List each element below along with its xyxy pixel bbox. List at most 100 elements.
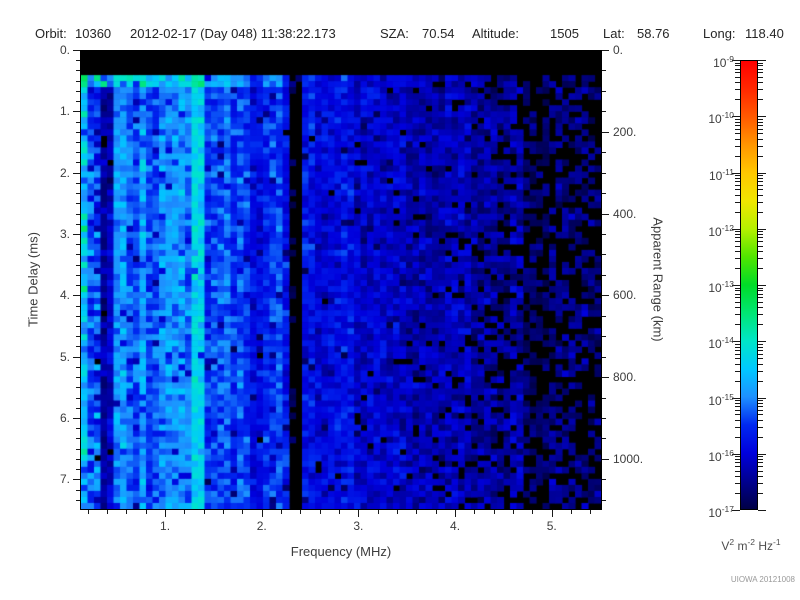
colorbar-minor-tick: [758, 89, 763, 91]
colorbar-minor-tick: [735, 483, 740, 485]
y-left-major-tick: [73, 50, 80, 51]
y-left-minor-tick: [76, 397, 80, 399]
colorbar-minor-tick: [758, 62, 763, 64]
colorbar-minor-tick: [735, 65, 740, 67]
colorbar-minor-tick: [758, 426, 763, 428]
y-left-minor-tick: [76, 336, 80, 338]
y-right-tick-label: 400.: [613, 206, 637, 221]
colorbar-minor-tick: [735, 68, 740, 70]
y-right-tick-label: 0.: [613, 43, 624, 57]
x-tick-label: 4.: [450, 519, 461, 533]
colorbar-minor-tick: [758, 241, 763, 243]
colorbar-minor-tick: [735, 184, 740, 186]
colorbar-units: V2 m-2 Hz-1: [721, 537, 781, 553]
y-left-minor-tick: [76, 469, 80, 471]
y-left-tick-label: 4.: [59, 288, 70, 303]
colorbar-minor-tick: [735, 400, 740, 402]
colorbar-major-tick: [758, 172, 766, 174]
colorbar-minor-tick: [735, 301, 740, 303]
colorbar-minor-tick: [758, 363, 763, 365]
x-minor-tick: [532, 510, 534, 514]
colorbar-major-tick: [758, 285, 766, 286]
orbit-label: Orbit:: [35, 26, 67, 41]
y-right-major-tick: [602, 295, 609, 297]
colorbar-minor-tick: [735, 268, 740, 270]
colorbar-minor-tick: [758, 99, 763, 101]
y-left-minor-tick: [76, 274, 80, 276]
colorbar-minor-tick: [758, 370, 763, 372]
plot-frame: [80, 50, 602, 510]
x-tick-label: 2.: [256, 519, 267, 533]
colorbar-minor-tick: [758, 128, 763, 130]
colorbar-minor-tick: [758, 406, 763, 408]
y-left-minor-tick: [76, 162, 80, 164]
y-right-major-tick: [602, 50, 609, 51]
y-left-minor-tick: [76, 438, 80, 440]
colorbar-minor-tick: [758, 268, 763, 270]
y-left-major-tick: [73, 111, 80, 113]
colorbar-minor-tick: [758, 181, 763, 183]
colorbar: [740, 60, 758, 510]
colorbar-tick-label: 10-13: [708, 279, 734, 295]
x-minor-tick: [107, 510, 109, 514]
x-minor-tick: [281, 510, 283, 514]
longitude-label: Long:: [703, 26, 736, 41]
y-left-minor-tick: [76, 121, 80, 123]
colorbar-minor-tick: [735, 145, 740, 147]
colorbar-minor-tick: [758, 118, 763, 120]
colorbar-minor-tick: [758, 293, 763, 295]
y-right-tick-label: 600.: [613, 288, 637, 303]
y-left-minor-tick: [76, 346, 80, 348]
colorbar-minor-tick: [758, 476, 763, 478]
y-left-minor-tick: [76, 213, 80, 215]
colorbar-minor-tick: [735, 237, 740, 239]
colorbar-minor-tick: [758, 483, 763, 485]
colorbar-major-tick: [732, 60, 740, 61]
y-left-tick-label: 5.: [59, 349, 70, 364]
x-minor-tick: [416, 510, 418, 514]
colorbar-minor-tick: [735, 245, 740, 247]
colorbar-minor-tick: [735, 194, 740, 196]
colorbar-minor-tick: [735, 346, 740, 348]
altitude-label: Altitude:: [472, 26, 519, 41]
y-left-tick-label: 1.: [59, 104, 70, 119]
y-left-minor-tick: [76, 499, 80, 501]
colorbar-minor-tick: [758, 201, 763, 203]
colorbar-minor-tick: [735, 82, 740, 84]
colorbar-major-tick: [758, 341, 766, 343]
colorbar-minor-tick: [735, 402, 740, 404]
colorbar-minor-tick: [735, 370, 740, 372]
x-major-tick: [455, 510, 457, 517]
colorbar-minor-tick: [758, 124, 763, 126]
y-left-minor-tick: [76, 244, 80, 246]
y-left-minor-tick: [76, 305, 80, 307]
colorbar-minor-tick: [735, 358, 740, 360]
colorbar-minor-tick: [758, 353, 763, 355]
colorbar-minor-tick: [758, 419, 763, 421]
y-left-minor-tick: [76, 70, 80, 72]
colorbar-minor-tick: [735, 459, 740, 461]
colorbar-minor-tick: [735, 241, 740, 243]
colorbar-minor-tick: [735, 189, 740, 191]
colorbar-minor-tick: [735, 462, 740, 464]
colorbar-minor-tick: [735, 251, 740, 253]
colorbar-major-tick: [732, 341, 740, 343]
colorbar-minor-tick: [758, 462, 763, 464]
y-right-minor-tick: [602, 397, 606, 399]
y-left-major-tick: [73, 479, 80, 481]
colorbar-major-tick: [732, 397, 740, 399]
colorbar-major-tick: [732, 453, 740, 455]
colorbar-minor-tick: [758, 493, 763, 495]
y-right-major-tick: [602, 377, 609, 379]
y-right-minor-tick: [602, 418, 606, 419]
y-left-minor-tick: [76, 223, 80, 225]
colorbar-minor-tick: [735, 72, 740, 74]
y-left-minor-tick: [76, 90, 80, 92]
colorbar-minor-tick: [758, 297, 763, 299]
colorbar-minor-tick: [758, 65, 763, 67]
colorbar-minor-tick: [735, 414, 740, 416]
x-minor-tick: [435, 510, 437, 514]
y-right-tick-label: 1000.: [613, 451, 644, 466]
x-minor-tick: [145, 510, 147, 514]
y-axis-right-title: Apparent Range (km): [650, 217, 666, 342]
